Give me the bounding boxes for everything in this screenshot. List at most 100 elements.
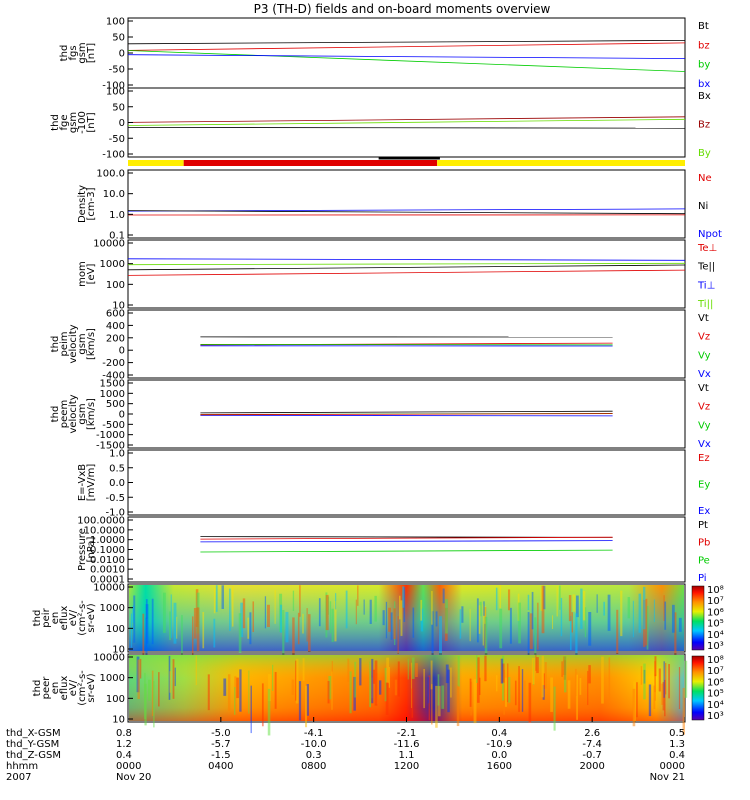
heatmap-streak — [423, 668, 425, 709]
heatmap-streak — [158, 672, 160, 707]
heatmap-overlay — [129, 585, 684, 651]
heatmap-streak — [238, 613, 242, 653]
heatmap-streak — [664, 679, 666, 717]
y-axis-label: [nT] — [86, 43, 97, 63]
heatmap-streak — [484, 616, 488, 658]
heatmap-streak — [476, 598, 479, 643]
heatmap-streak — [495, 587, 498, 611]
x-row-value: 0.5 — [669, 728, 685, 739]
x-row-value: 0800 — [301, 761, 326, 772]
heatmap-streak — [250, 685, 252, 734]
colorbar-tick-label: 10³ — [707, 641, 724, 652]
heatmap-streak — [139, 658, 142, 679]
heatmap-streak — [385, 682, 389, 715]
legend-entry: by — [698, 60, 710, 71]
x-row-value: 2000 — [579, 761, 604, 772]
panel-frame — [127, 583, 686, 653]
heatmap-streak — [534, 617, 537, 662]
legend-entry: Pt — [698, 520, 708, 531]
heatmap-streak — [636, 682, 638, 718]
heatmap-streak — [403, 587, 406, 622]
panel-density: 100.0 10.0 1.0 0.1 Density[cm-3] Ne Ni Npot — [77, 169, 722, 242]
heatmap-streak — [347, 658, 350, 682]
heatmap-streak — [430, 684, 433, 725]
heatmap-streak — [428, 675, 431, 721]
heatmap-streak — [328, 676, 332, 700]
y-axis-label: eV/ — [68, 609, 79, 626]
heatmap-streak — [374, 660, 378, 706]
heatmap-streak — [394, 679, 398, 696]
x-row-label: thd_Y-GSM — [6, 739, 59, 750]
x-row-value: 1200 — [394, 761, 419, 772]
x-row-value: -1.5 — [211, 750, 231, 761]
heatmap-streak — [461, 606, 464, 623]
y-tick-label: 100.0 — [96, 169, 125, 180]
heatmap-streak — [231, 586, 234, 627]
x-row-value: -4.1 — [304, 728, 324, 739]
y-axis-label: peer — [41, 676, 52, 700]
x-row-value: 0.3 — [306, 750, 322, 761]
x-row-value: 1.1 — [399, 750, 415, 761]
y-tick-label: -50 — [109, 134, 125, 145]
heatmap-streak — [632, 688, 636, 727]
panel-frame — [127, 169, 686, 239]
heatmap-streak — [580, 588, 583, 630]
heatmap-streak — [272, 664, 274, 691]
y-axis-label: [mV/m] — [86, 464, 97, 502]
y-tick-label: 10000 — [93, 653, 125, 664]
series-green — [200, 344, 613, 346]
heatmap-streak — [529, 613, 533, 649]
y-axis-label: Pressure — [77, 528, 88, 571]
heatmap-streak — [523, 680, 526, 711]
heatmap-streak — [661, 683, 664, 705]
heatmap-streak — [382, 610, 385, 626]
panel-mode — [128, 156, 685, 166]
x-row-value: 1.2 — [116, 739, 132, 750]
heatmap-streak — [514, 680, 517, 706]
legend-entry: bz — [698, 40, 710, 51]
heatmap-streak — [305, 685, 308, 728]
y-tick-label: 0 — [119, 49, 125, 60]
heatmap-streak — [568, 595, 572, 622]
y-tick-label: 500 — [106, 399, 125, 410]
heatmap-streak — [544, 662, 547, 689]
colorbar — [691, 655, 705, 721]
series-darkred — [127, 116, 686, 123]
heatmap-streak — [469, 608, 471, 642]
heatmap-streak — [142, 613, 145, 657]
x-row-value: -5.0 — [211, 728, 231, 739]
heatmap-streak — [561, 661, 563, 677]
legend-entry: Ti|| — [697, 299, 713, 310]
heatmap-streak — [504, 677, 507, 707]
heatmap-streak — [684, 660, 688, 698]
heatmap-streak — [531, 657, 535, 685]
y-axis-label: [nPa] — [86, 536, 97, 562]
heatmap-streak — [496, 675, 498, 692]
y-tick-label: -0.5 — [105, 493, 125, 504]
heatmap-streak — [658, 668, 661, 692]
heatmap-streak — [248, 670, 250, 714]
y-tick-label: 50 — [112, 102, 125, 113]
x-row-value: 0.0 — [491, 750, 507, 761]
series-lightgreen — [127, 262, 686, 266]
x-row-value: 0.8 — [116, 728, 132, 739]
y-axis-label: sr-eV) — [86, 673, 97, 702]
heatmap-streak — [437, 674, 440, 706]
y-axis-label: eflux — [59, 676, 70, 701]
y-tick-label: 0.0 — [109, 478, 125, 489]
heatmap-streak — [572, 594, 576, 612]
x-row-value: 1.3 — [669, 739, 685, 750]
legend-entry: Bx — [698, 91, 711, 102]
heatmap-streak — [541, 585, 545, 634]
x-row-value: 0400 — [208, 761, 233, 772]
heatmap-streak — [537, 602, 539, 650]
y-tick-label: 0.1 — [109, 231, 125, 242]
heatmap-streak — [484, 655, 487, 682]
y-tick-label: 1500 — [100, 379, 125, 390]
heatmap-streak — [640, 666, 643, 685]
heatmap-streak — [483, 601, 485, 616]
x-row-value: -11.6 — [394, 739, 420, 750]
series-black — [200, 410, 613, 414]
heatmap-streak — [648, 684, 652, 717]
heatmap-streak — [335, 593, 337, 610]
